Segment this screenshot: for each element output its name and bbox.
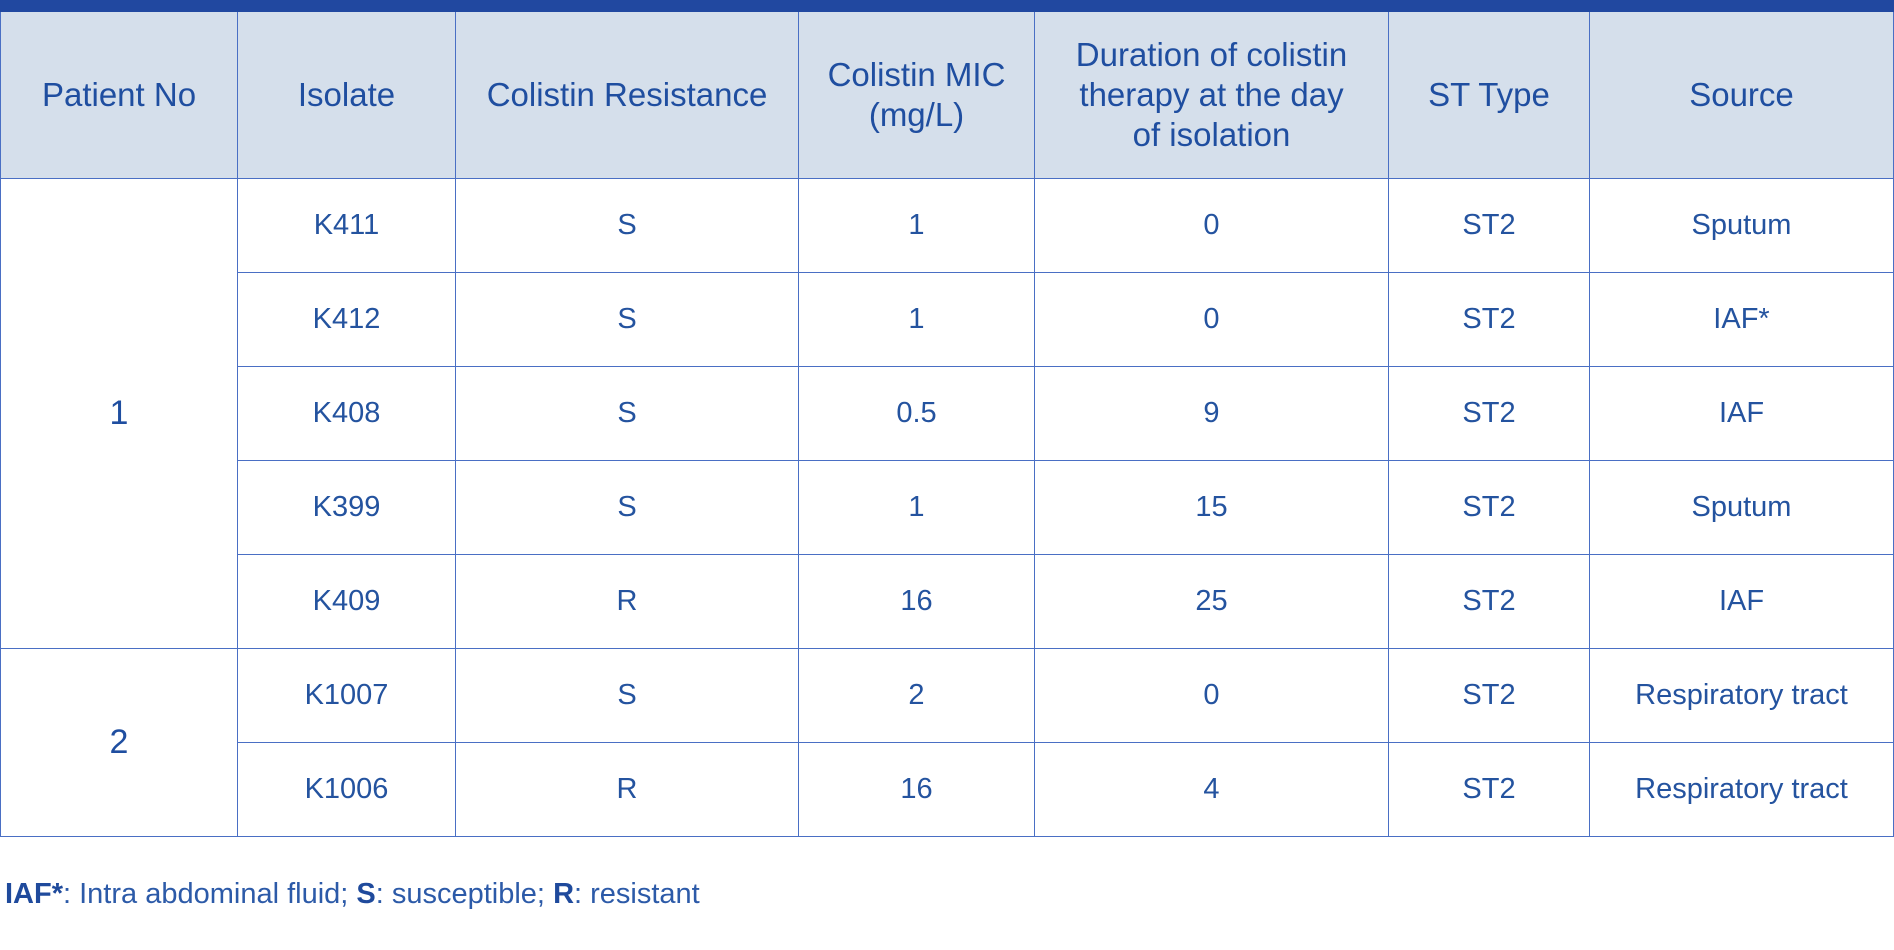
header-patient-no: Patient No [0, 5, 238, 179]
resistance-cell: S [455, 459, 799, 555]
header-colistin-mic: Colistin MIC (mg/L) [798, 5, 1035, 179]
source-cell: IAF [1589, 365, 1894, 461]
isolate-cell: K411 [237, 177, 456, 273]
table-footnote: IAF*: Intra abdominal fluid; S: suscepti… [5, 878, 700, 911]
results-table-container: Patient No Isolate Colistin Resistance C… [0, 0, 1894, 837]
st-type-cell: ST2 [1388, 271, 1590, 367]
header-duration-text: Duration of colistin therapy at the day … [1075, 35, 1348, 153]
table-row: K412 S 1 0 ST2 IAF* [1, 271, 1894, 367]
source-cell: IAF* [1589, 271, 1894, 367]
st-type-cell: ST2 [1388, 647, 1590, 743]
header-colistin-mic-text: Colistin MIC (mg/L) [827, 55, 1006, 133]
table-row: K1006 R 16 4 ST2 Respiratory tract [1, 741, 1894, 837]
st-type-cell: ST2 [1388, 459, 1590, 555]
mic-cell: 16 [798, 741, 1035, 837]
duration-cell: 0 [1034, 271, 1389, 367]
isolate-cell: K399 [237, 459, 456, 555]
source-cell: Respiratory tract [1589, 647, 1894, 743]
st-type-cell: ST2 [1388, 741, 1590, 837]
duration-cell: 25 [1034, 553, 1389, 649]
isolate-cell: K408 [237, 365, 456, 461]
isolate-cell: K412 [237, 271, 456, 367]
footnote-iaf-definition: : Intra abdominal fluid; [63, 878, 357, 910]
header-isolate: Isolate [237, 5, 456, 179]
mic-cell: 0.5 [798, 365, 1035, 461]
mic-cell: 2 [798, 647, 1035, 743]
st-type-cell: ST2 [1388, 177, 1590, 273]
st-type-cell: ST2 [1388, 365, 1590, 461]
resistance-cell: S [455, 365, 799, 461]
duration-cell: 9 [1034, 365, 1389, 461]
source-cell: IAF [1589, 553, 1894, 649]
table-row: K408 S 0.5 9 ST2 IAF [1, 365, 1894, 461]
duration-cell: 15 [1034, 459, 1389, 555]
header-duration: Duration of colistin therapy at the day … [1034, 5, 1389, 179]
st-type-cell: ST2 [1388, 553, 1590, 649]
table-row: 2 K1007 S 2 0 ST2 Respiratory tract [0, 647, 1894, 837]
mic-cell: 1 [798, 271, 1035, 367]
resistance-cell: R [455, 741, 799, 837]
resistance-cell: R [455, 553, 799, 649]
isolate-cell: K1006 [237, 741, 456, 837]
resistance-cell: S [455, 177, 799, 273]
header-st-type: ST Type [1388, 5, 1590, 179]
isolate-cell: K409 [237, 553, 456, 649]
resistance-cell: S [455, 271, 799, 367]
footnote-r-definition: : resistant [574, 878, 700, 910]
isolate-cell: K1007 [237, 647, 456, 743]
isolate-table: Patient No Isolate Colistin Resistance C… [0, 0, 1894, 837]
duration-cell: 4 [1034, 741, 1389, 837]
patient-cell: 2 [0, 647, 238, 837]
footnote-r-term: R [553, 878, 575, 910]
table-row: 1 K411 S 1 0 ST2 Sputum [0, 177, 1894, 649]
footnote-s-term: S [356, 878, 376, 910]
mic-cell: 16 [798, 553, 1035, 649]
footnote-iaf-term: IAF* [5, 878, 63, 910]
header-source: Source [1589, 5, 1894, 179]
source-cell: Respiratory tract [1589, 741, 1894, 837]
table-row: K399 S 1 15 ST2 Sputum [1, 459, 1894, 555]
resistance-cell: S [455, 647, 799, 743]
table-row: K409 R 16 25 ST2 IAF [1, 553, 1894, 649]
mic-cell: 1 [798, 459, 1035, 555]
patient-cell: 1 [0, 177, 238, 649]
source-cell: Sputum [1589, 459, 1894, 555]
header-colistin-resistance: Colistin Resistance [455, 5, 799, 179]
header-row: Patient No Isolate Colistin Resistance C… [0, 5, 1894, 179]
source-cell: Sputum [1589, 177, 1894, 273]
footnote-s-definition: : susceptible; [375, 878, 554, 910]
mic-cell: 1 [798, 177, 1035, 273]
duration-cell: 0 [1034, 647, 1389, 743]
duration-cell: 0 [1034, 177, 1389, 273]
